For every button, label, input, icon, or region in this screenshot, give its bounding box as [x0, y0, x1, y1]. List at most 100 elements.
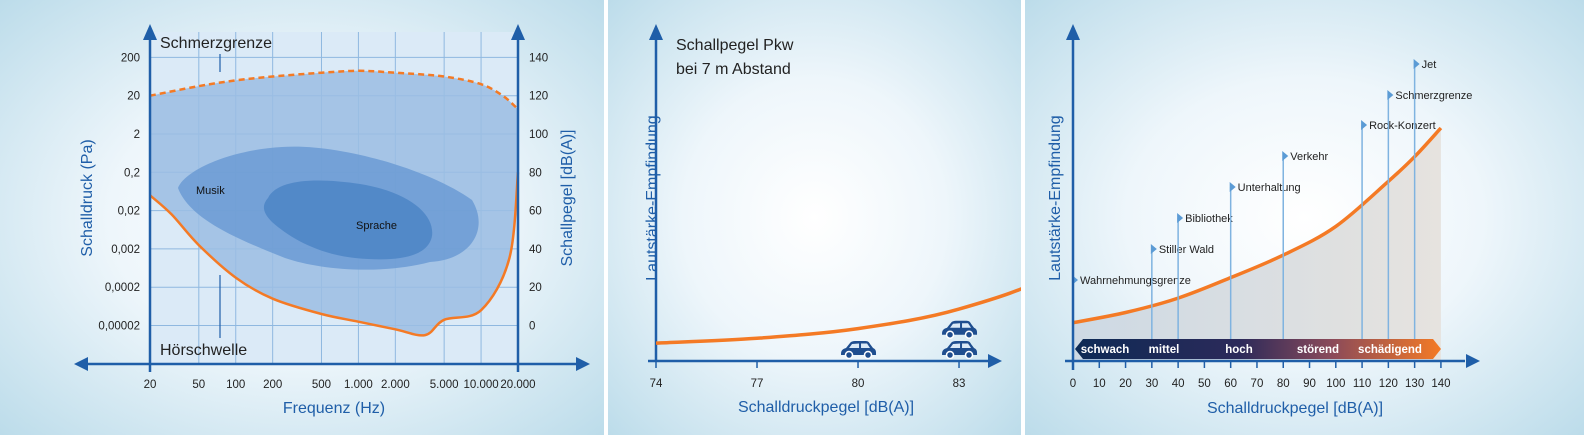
- y-axis-title: Lautstärke-Empfindung: [644, 115, 661, 280]
- y-left-tick-label: 200: [121, 52, 140, 64]
- loudness-area: [1073, 128, 1441, 361]
- car-wheel-rear: [964, 350, 974, 360]
- x-tick-label: 83: [953, 378, 966, 390]
- x-tick-label: 500: [312, 379, 331, 391]
- hearing-threshold-line: [149, 172, 520, 337]
- y-right-tick-label: 0: [529, 321, 535, 333]
- x-tick-label: 10.000: [463, 379, 498, 391]
- event-label: Verkehr: [1290, 151, 1328, 163]
- y-right-tick-label: 100: [529, 129, 548, 141]
- event-marker-icon: [1387, 90, 1394, 100]
- x-axis-title: Schalldruckpegel [dB(A)]: [738, 399, 914, 416]
- x-tick-label: 120: [1379, 378, 1398, 390]
- car-window-rear: [962, 323, 972, 328]
- car-noise-chart-panel: 74778083868992 Schallpegel Pkw bei 7 m A…: [608, 0, 1021, 435]
- x-tick-label: 2.000: [381, 379, 410, 391]
- car-wheel-front: [844, 350, 854, 360]
- event-label: Wahrnehmungsgrenze: [1080, 275, 1191, 287]
- event-marker-icon: [1282, 151, 1289, 161]
- car-noise-chart: 74778083868992 Schallpegel Pkw bei 7 m A…: [644, 24, 1021, 416]
- car-wheel-rear: [863, 350, 873, 360]
- scale-label: störend: [1297, 344, 1339, 356]
- x-tick-label: 80: [852, 378, 865, 390]
- x-tick-label: 80: [1277, 378, 1290, 390]
- x-tick-label: 40: [1172, 378, 1185, 390]
- loudness-chart-panel: Wahrnehmungsgrenze Stiller Wald Bibliothek…: [1025, 0, 1584, 435]
- car-window-rear: [861, 343, 871, 348]
- speech-label: Sprache: [356, 220, 397, 232]
- x-tick-label: 60: [1224, 378, 1237, 390]
- event-marker-icon: [1413, 59, 1420, 69]
- x-tick-label: 110: [1353, 378, 1371, 390]
- y-right-tick-label: 80: [529, 167, 542, 179]
- event-marker-icon: [1177, 213, 1184, 223]
- x-tick-label: 90: [1303, 378, 1316, 390]
- speech-area: [263, 180, 433, 260]
- x-tick-label: 10: [1093, 378, 1106, 390]
- y-left-tick-label: 2: [134, 129, 140, 141]
- pain-threshold-label: Schmerzgrenze: [160, 35, 272, 52]
- event-marker-icon: [1150, 244, 1157, 254]
- event-label: Unterhaltung: [1238, 182, 1301, 194]
- y-left-tick-label: 0,02: [118, 206, 140, 218]
- car-wheel-front: [945, 330, 955, 339]
- x-tick-label: 77: [751, 378, 764, 390]
- loudness-curve: [655, 287, 1021, 345]
- x-tick-label: 0: [1070, 378, 1076, 390]
- y-right-tick-label: 120: [529, 91, 548, 103]
- x-tick-label: 100: [226, 379, 245, 391]
- car-window-rear: [962, 343, 972, 348]
- car-icon: [942, 341, 978, 360]
- event-marker-icon: [1361, 120, 1368, 130]
- x-axis-arrow: [1466, 354, 1480, 368]
- event-marker-icon: [1229, 182, 1236, 192]
- y-axis-arrow: [649, 24, 663, 40]
- x-tick-label: 130: [1405, 378, 1424, 390]
- scale-label: schädigend: [1358, 344, 1422, 356]
- x-axis-arrow-right: [576, 357, 590, 371]
- car-window-front: [950, 323, 961, 328]
- event-label: Schmerzgrenze: [1395, 90, 1472, 102]
- y-right-tick-label: 20: [529, 282, 542, 294]
- y-axis-left-arrow: [143, 24, 157, 40]
- y-axis-left-title: Schalldruck (Pa): [79, 139, 96, 256]
- x-axis-title: Schalldruckpegel [dB(A)]: [1207, 400, 1383, 417]
- car-icon: [942, 320, 978, 339]
- y-axis-title: Lautstärke-Empfindung: [1047, 115, 1064, 280]
- scale-label: schwach: [1081, 344, 1130, 356]
- event-label: Jet: [1422, 59, 1437, 71]
- y-left-tick-label: 0,002: [111, 244, 140, 256]
- x-tick-label: 200: [263, 379, 282, 391]
- x-tick-label: 20.000: [500, 379, 535, 391]
- x-tick-label: 140: [1431, 378, 1450, 390]
- car-icon: [841, 341, 877, 360]
- y-left-tick-label: 20: [127, 91, 140, 103]
- x-tick-label: 74: [650, 378, 663, 390]
- loudness-chart: Wahrnehmungsgrenze Stiller Wald Bibliothek…: [1047, 24, 1480, 417]
- music-label: Musik: [196, 185, 225, 197]
- y-right-tick-label: 40: [529, 244, 542, 256]
- x-tick-label: 100: [1326, 378, 1345, 390]
- x-tick-label: 1.000: [344, 379, 373, 391]
- x-tick-label: 20: [1119, 378, 1132, 390]
- x-tick-label: 5.000: [430, 379, 459, 391]
- x-tick-label: 50: [1198, 378, 1211, 390]
- scale-label: mittel: [1149, 344, 1180, 356]
- event-label: Rock-Konzert: [1369, 120, 1436, 132]
- car-window-front: [950, 343, 961, 348]
- hearing-threshold-label: Hörschwelle: [160, 342, 247, 359]
- x-axis-title: Frequenz (Hz): [283, 400, 385, 417]
- y-left-tick-label: 0,00002: [98, 321, 140, 333]
- car-wheel-front: [945, 350, 955, 360]
- chart-title-line-1: Schallpegel Pkw: [676, 37, 794, 54]
- y-left-tick-label: 0,2: [124, 167, 140, 179]
- y-axis-right-arrow: [511, 24, 525, 40]
- loudness-scale-bar: [1075, 339, 1441, 359]
- car-wheel-rear: [964, 330, 974, 339]
- y-axis-arrow: [1066, 24, 1080, 40]
- chart-title-line-2: bei 7 m Abstand: [676, 61, 791, 78]
- event-label: Bibliothek: [1185, 213, 1233, 225]
- car-window-front: [849, 343, 860, 348]
- y-left-tick-label: 0,0002: [105, 282, 140, 294]
